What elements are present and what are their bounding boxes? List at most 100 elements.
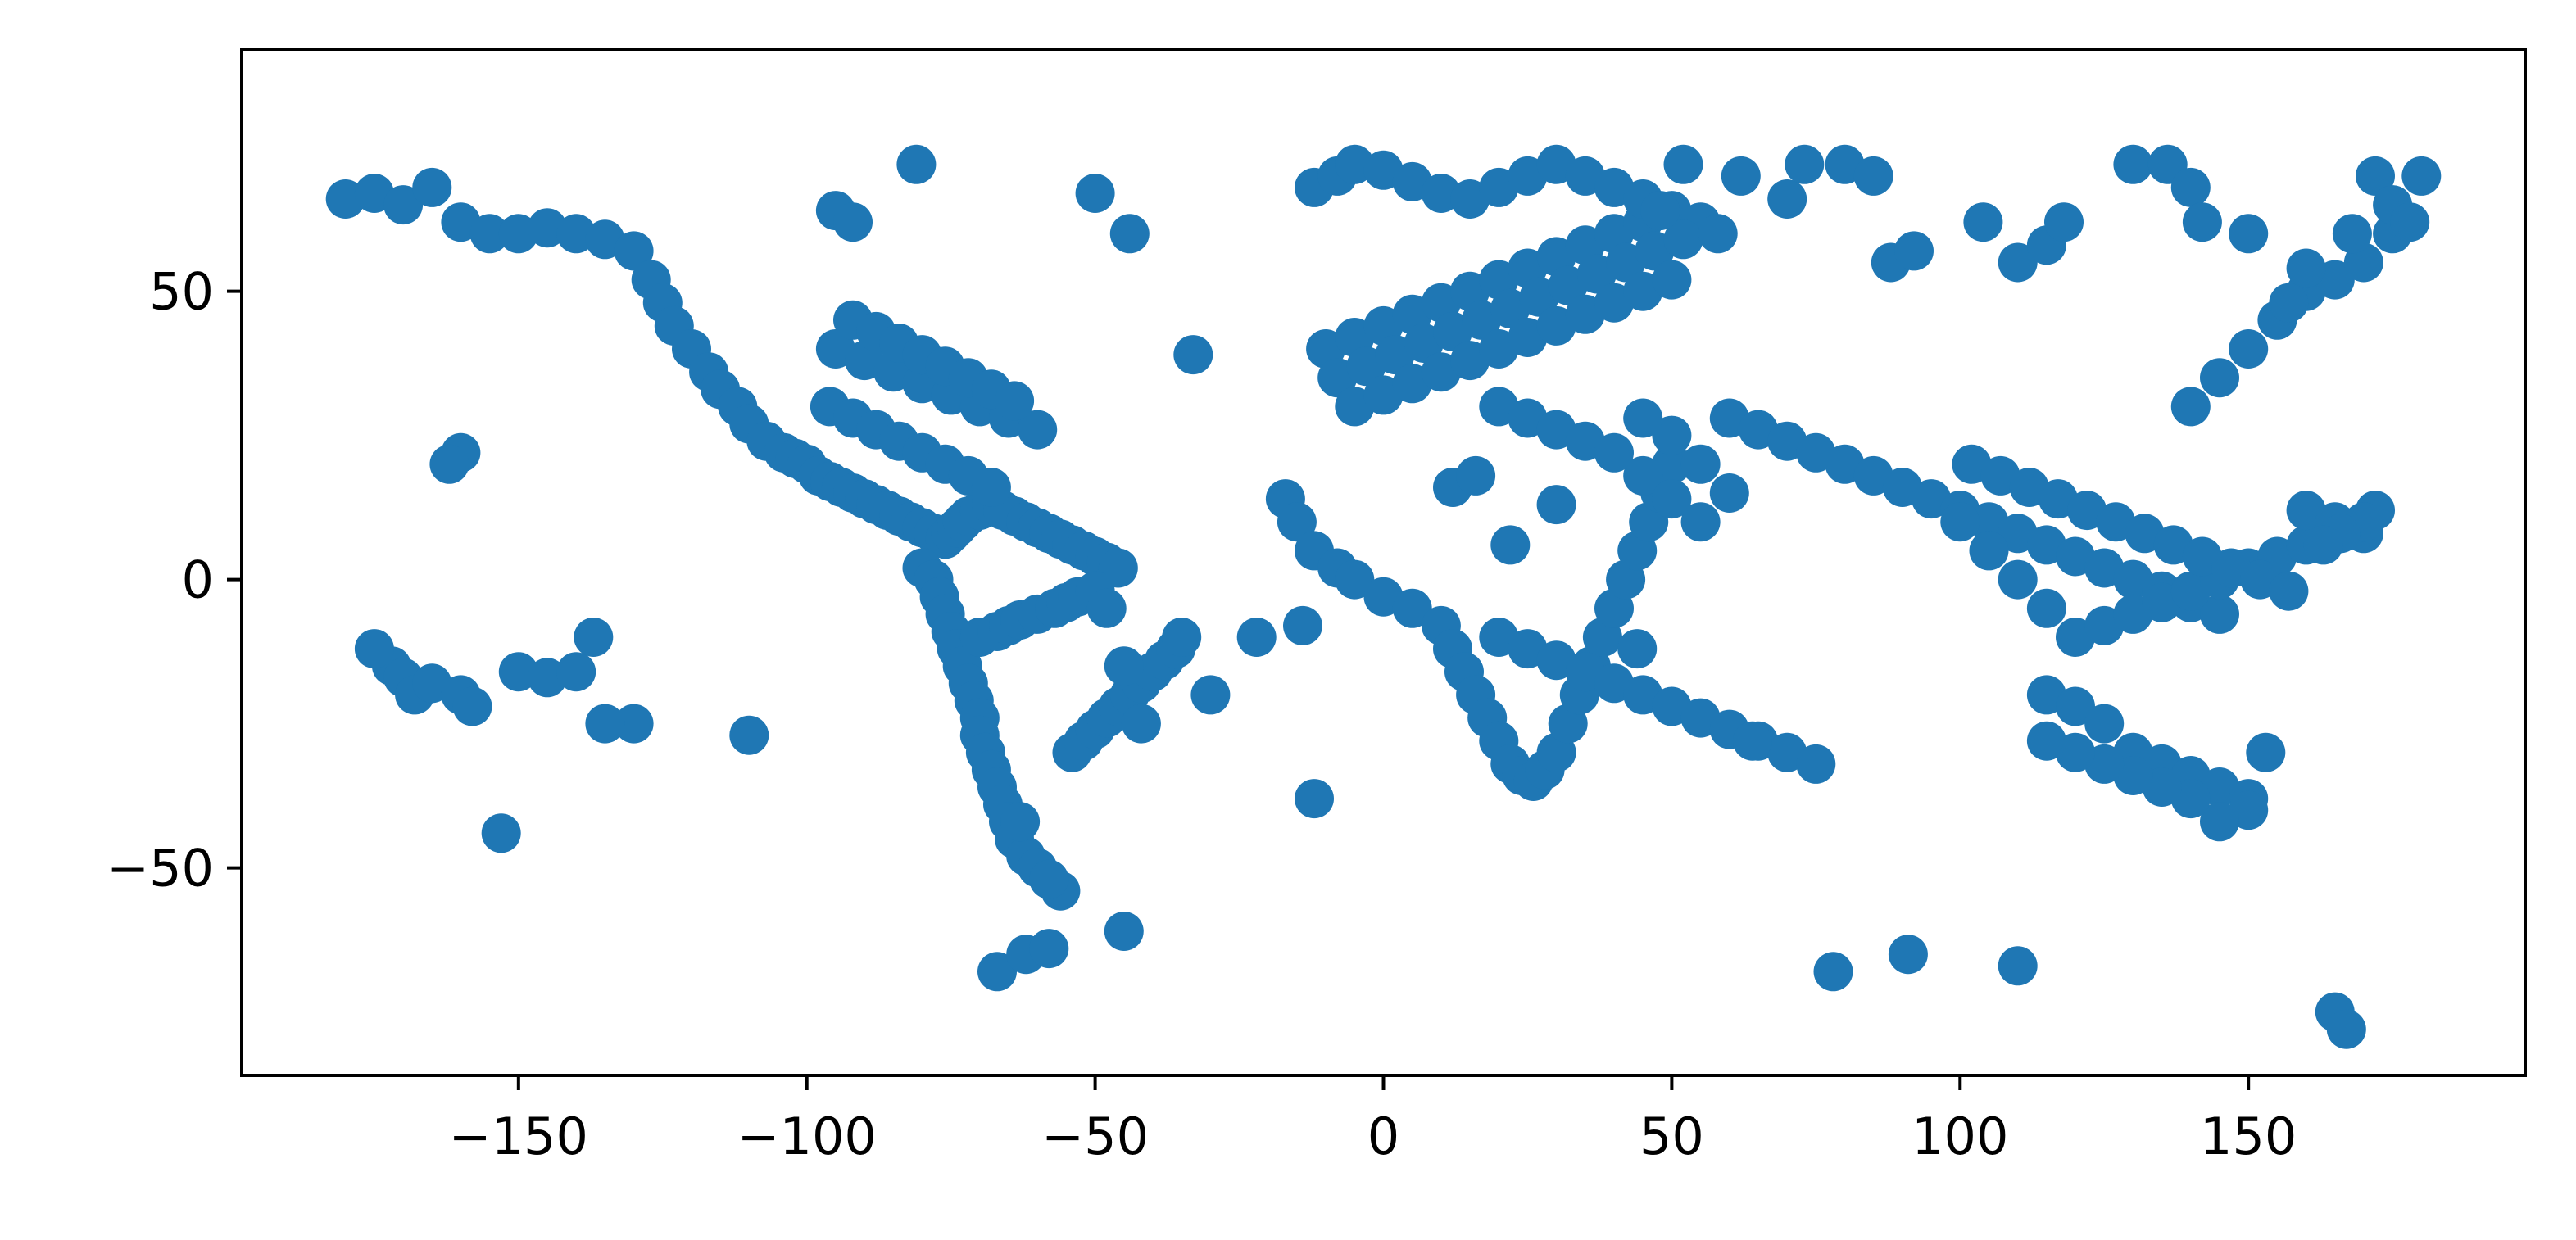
data-point [1536, 485, 1576, 525]
data-point [2170, 387, 2211, 427]
data-point [1640, 191, 1680, 231]
y-tick-label: −50 [107, 839, 214, 898]
data-point [2246, 732, 2286, 772]
data-point [1652, 260, 1692, 300]
data-point [2326, 1009, 2366, 1049]
data-point [2401, 156, 2442, 196]
data-point [995, 381, 1035, 421]
data-point [1969, 531, 2009, 571]
data-point [412, 167, 452, 207]
data-point [556, 652, 596, 692]
data-point [1680, 444, 1721, 484]
y-tick-label: 0 [182, 550, 214, 610]
data-point [1853, 156, 1893, 196]
data-point [2229, 329, 2269, 369]
data-point [1029, 929, 1069, 969]
data-point [1190, 675, 1231, 715]
data-point [977, 952, 1017, 992]
data-point [1000, 802, 1041, 842]
data-point [2286, 248, 2326, 288]
data-point [2170, 167, 2211, 207]
data-point [1121, 704, 1161, 744]
data-point [1018, 410, 1058, 450]
y-axis: −50 0 50 [107, 262, 242, 898]
data-point [614, 231, 654, 271]
data-point [1283, 605, 1322, 645]
data-point [833, 202, 873, 242]
data-points [325, 144, 2442, 1049]
data-point [2084, 704, 2125, 744]
data-point [1277, 502, 1317, 542]
x-tick-label: 50 [1639, 1106, 1704, 1166]
x-axis: −150 −100 −50 0 50 100 150 [449, 1075, 2297, 1166]
data-point [1623, 398, 1663, 438]
data-point [2200, 358, 2239, 398]
data-point [1698, 214, 1738, 254]
data-point [1732, 721, 1772, 761]
x-tick-label: 100 [1912, 1106, 2008, 1166]
data-point [354, 629, 394, 669]
data-point [1594, 432, 1634, 473]
data-point [1767, 179, 1807, 219]
data-point [574, 618, 614, 657]
data-point [1029, 859, 1069, 899]
data-point [1680, 502, 1721, 542]
data-point [2026, 588, 2066, 628]
data-point [1104, 912, 1144, 951]
x-tick-label: −150 [449, 1106, 588, 1166]
data-point [1086, 588, 1127, 628]
data-point [1490, 525, 1531, 565]
data-point [1721, 156, 1761, 196]
data-point [429, 444, 469, 484]
x-tick-label: −100 [737, 1106, 877, 1166]
data-point [2269, 283, 2309, 323]
data-point [1623, 455, 1663, 496]
data-point [614, 704, 654, 744]
data-point [2026, 721, 2066, 761]
data-point [1709, 473, 1749, 513]
data-point [1663, 219, 1703, 260]
data-point [2200, 594, 2239, 634]
data-point [1998, 946, 2038, 986]
data-point [2182, 202, 2222, 242]
data-point [971, 468, 1011, 507]
data-point [1894, 231, 1934, 271]
data-point [2303, 525, 2343, 565]
data-point [1295, 779, 1334, 819]
data-point [896, 144, 937, 184]
data-point [481, 813, 521, 853]
data-point [1940, 502, 1980, 542]
data-point [2332, 214, 2372, 254]
data-point [2356, 156, 2395, 196]
data-point [2269, 571, 2309, 611]
y-tick-label: 50 [149, 262, 214, 322]
data-point [1236, 618, 1277, 657]
data-point [729, 715, 769, 755]
data-point [2113, 144, 2153, 184]
data-point [452, 686, 492, 726]
data-point [1104, 646, 1144, 686]
data-point [1998, 242, 2038, 283]
data-point [1813, 952, 1853, 992]
data-point [469, 214, 510, 254]
data-point [1963, 202, 2003, 242]
data-point [1652, 479, 1692, 519]
data-point [2229, 214, 2269, 254]
data-point [383, 185, 424, 225]
x-tick-label: −50 [1041, 1106, 1149, 1166]
data-point [2044, 202, 2084, 242]
data-point [1392, 588, 1432, 628]
data-point [2390, 202, 2430, 242]
data-point [1162, 618, 1202, 657]
x-tick-label: 150 [2200, 1106, 2297, 1166]
data-point [1663, 144, 1703, 184]
data-point [2200, 802, 2239, 842]
data-point [1335, 559, 1375, 600]
data-point [585, 704, 625, 744]
data-point [1109, 214, 1150, 254]
data-point [1617, 629, 1658, 669]
data-point [1888, 935, 1928, 975]
data-point [1075, 174, 1115, 213]
data-point [2056, 686, 2095, 726]
